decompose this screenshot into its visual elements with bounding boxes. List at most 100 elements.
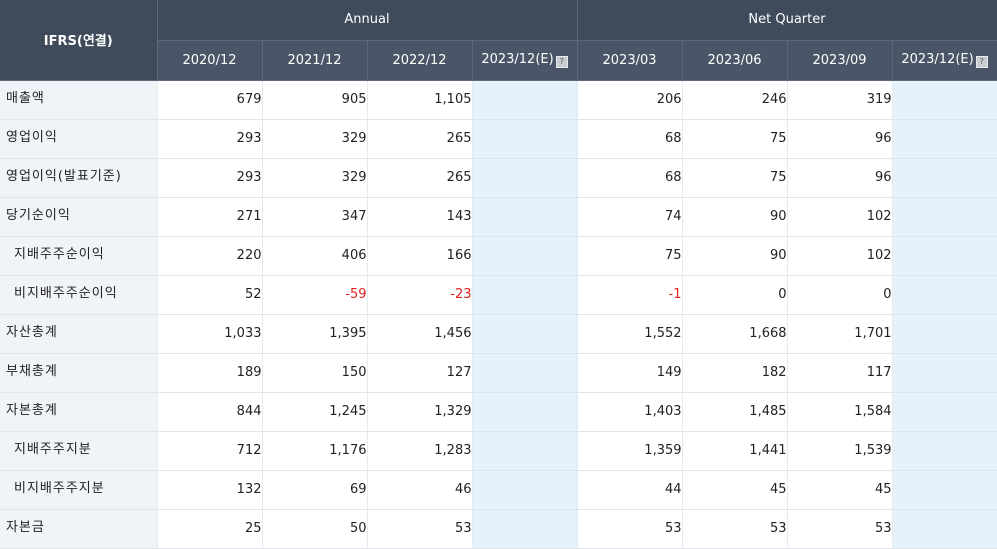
period-label: 2020/12 <box>182 52 237 68</box>
quarter-value-cell: 68 <box>577 158 683 198</box>
quarter-value-cell: 75 <box>682 158 788 198</box>
quarter-value-cell: 246 <box>682 80 788 120</box>
info-icon[interactable]: ? <box>975 56 988 68</box>
quarter-value-cell: 206 <box>577 80 683 120</box>
table-corner-label: IFRS(연결) <box>0 0 158 81</box>
annual-value-cell: 265 <box>367 119 473 159</box>
row-label[interactable]: 자본금 <box>0 509 158 549</box>
quarter-value-cell <box>892 236 997 276</box>
quarter-value-cell: 75 <box>682 119 788 159</box>
header-group-net-quarter: Net Quarter <box>577 0 997 41</box>
quarter-value-cell <box>892 392 997 432</box>
annual-value-cell <box>472 80 578 120</box>
quarter-value-cell <box>892 119 997 159</box>
row-label[interactable]: 자산총계 <box>0 314 158 354</box>
header-quarter-period: 2023/06 <box>682 40 788 81</box>
row-label[interactable]: 비지배주주지분 <box>0 470 158 510</box>
quarter-value-cell: 102 <box>787 236 893 276</box>
quarter-value-cell: 45 <box>682 470 788 510</box>
annual-value-cell: 69 <box>262 470 368 510</box>
quarter-value-cell: 0 <box>787 275 893 315</box>
header-annual-period: 2023/12(E)? <box>472 40 578 81</box>
quarter-value-cell: 1,701 <box>787 314 893 354</box>
quarter-value-cell <box>892 158 997 198</box>
annual-value-cell <box>472 314 578 354</box>
row-label[interactable]: 영업이익 <box>0 119 158 159</box>
period-label: 2023/06 <box>707 52 762 68</box>
quarter-value-cell <box>892 509 997 549</box>
annual-value-cell: 52 <box>157 275 263 315</box>
annual-value-cell: 25 <box>157 509 263 549</box>
row-label[interactable]: 부채총계 <box>0 353 158 393</box>
quarter-value-cell: 117 <box>787 353 893 393</box>
quarter-value-cell: 90 <box>682 197 788 237</box>
annual-value-cell: 1,456 <box>367 314 473 354</box>
table-row: 비지배주주지분 132 69 46 44 45 45 <box>0 470 997 510</box>
annual-value-cell <box>472 392 578 432</box>
annual-value-cell: -23 <box>367 275 473 315</box>
quarter-value-cell: 182 <box>682 353 788 393</box>
annual-value-cell: 1,395 <box>262 314 368 354</box>
annual-value-cell: 347 <box>262 197 368 237</box>
row-label[interactable]: 비지배주주순이익 <box>0 275 158 315</box>
annual-value-cell <box>472 236 578 276</box>
annual-value-cell: 46 <box>367 470 473 510</box>
quarter-value-cell: 44 <box>577 470 683 510</box>
annual-value-cell: 189 <box>157 353 263 393</box>
table-row: 지배주주순이익 220 406 166 75 90 102 <box>0 236 997 276</box>
quarter-value-cell: 45 <box>787 470 893 510</box>
table-row: 자산총계 1,033 1,395 1,456 1,552 1,668 1,701 <box>0 314 997 354</box>
annual-value-cell: 220 <box>157 236 263 276</box>
annual-value-cell: 293 <box>157 158 263 198</box>
table-row: 영업이익 293 329 265 68 75 96 <box>0 119 997 159</box>
annual-value-cell: 1,329 <box>367 392 473 432</box>
table-row: 자본금 25 50 53 53 53 53 <box>0 509 997 549</box>
table-row: 부채총계 189 150 127 149 182 117 <box>0 353 997 393</box>
quarter-value-cell: 1,539 <box>787 431 893 471</box>
quarter-value-cell <box>892 197 997 237</box>
quarter-value-cell: 53 <box>577 509 683 549</box>
row-label[interactable]: 매출액 <box>0 80 158 120</box>
annual-value-cell <box>472 158 578 198</box>
annual-value-cell: 293 <box>157 119 263 159</box>
period-label: 2023/03 <box>602 52 657 68</box>
annual-value-cell <box>472 275 578 315</box>
table-row: 자본총계 844 1,245 1,329 1,403 1,485 1,584 <box>0 392 997 432</box>
header-quarter-period: 2023/12(E)? <box>892 40 997 81</box>
row-label[interactable]: 지배주주지분 <box>0 431 158 471</box>
quarter-value-cell <box>892 80 997 120</box>
row-label[interactable]: 당기순이익 <box>0 197 158 237</box>
period-label: 2021/12 <box>287 52 342 68</box>
quarter-value-cell: 96 <box>787 119 893 159</box>
annual-value-cell: 1,033 <box>157 314 263 354</box>
header-quarter-period: 2023/03 <box>577 40 683 81</box>
annual-value-cell: 329 <box>262 158 368 198</box>
period-label: 2023/09 <box>812 52 867 68</box>
annual-value-cell: 166 <box>367 236 473 276</box>
row-label[interactable]: 영업이익(발표기준) <box>0 158 158 198</box>
annual-value-cell: 712 <box>157 431 263 471</box>
table-row: 비지배주주순이익 52 -59 -23 -1 0 0 <box>0 275 997 315</box>
quarter-value-cell: 90 <box>682 236 788 276</box>
info-icon[interactable]: ? <box>555 56 568 68</box>
annual-value-cell: 143 <box>367 197 473 237</box>
annual-value-cell <box>472 431 578 471</box>
table-row: 당기순이익 271 347 143 74 90 102 <box>0 197 997 237</box>
table-row: 매출액 679 905 1,105 206 246 319 <box>0 80 997 120</box>
annual-value-cell: 329 <box>262 119 368 159</box>
annual-value-cell: 679 <box>157 80 263 120</box>
quarter-value-cell <box>892 275 997 315</box>
quarter-value-cell: 1,668 <box>682 314 788 354</box>
annual-value-cell <box>472 197 578 237</box>
quarter-value-cell: 68 <box>577 119 683 159</box>
row-label[interactable]: 지배주주순이익 <box>0 236 158 276</box>
quarter-value-cell <box>892 431 997 471</box>
annual-value-cell: 1,105 <box>367 80 473 120</box>
row-label[interactable]: 자본총계 <box>0 392 158 432</box>
quarter-value-cell: 1,359 <box>577 431 683 471</box>
quarter-value-cell: 102 <box>787 197 893 237</box>
annual-value-cell: 844 <box>157 392 263 432</box>
quarter-value-cell: 53 <box>787 509 893 549</box>
header-annual-period: 2021/12 <box>262 40 368 81</box>
